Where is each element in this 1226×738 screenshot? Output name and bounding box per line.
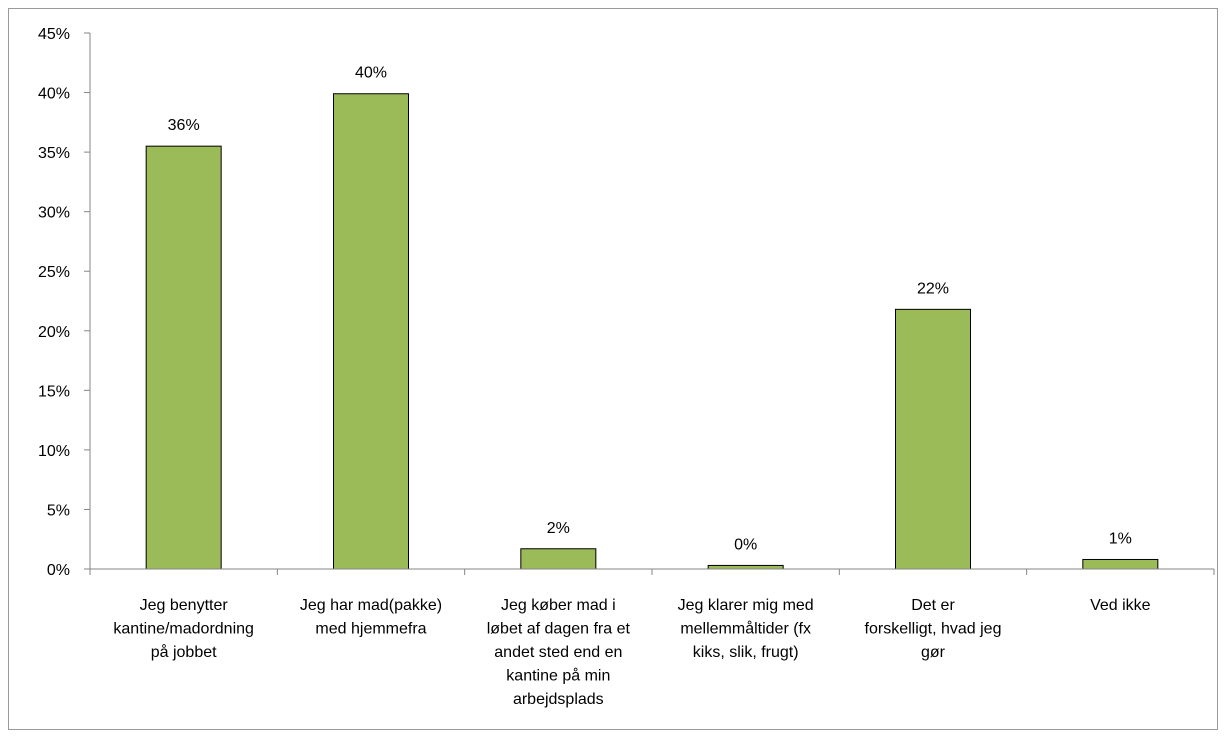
category-label-line: gør [921, 644, 946, 661]
y-tick-label: 10% [38, 443, 70, 460]
category-label-line: andet sted end en [494, 644, 622, 661]
bar [1082, 558, 1159, 570]
category-label-line: kantine på min [506, 667, 610, 685]
category-label-line: mellemmåltider (fx [680, 620, 811, 638]
bar [520, 548, 597, 570]
category-label: Ved ikke [1090, 597, 1151, 614]
category-label-line: arbejdsplads [513, 691, 604, 708]
x-axis: Jeg benytter kantine/madordning på jobbetJ… [89, 568, 1215, 708]
y-tick-label: 40% [38, 86, 70, 103]
data-label: 0% [734, 536, 757, 553]
category-label: Jeg benytter kantine/madordning på jobbet [113, 597, 254, 661]
y-tick-label: 45% [38, 26, 70, 43]
category-label-line: Ved ikke [1090, 597, 1151, 614]
bar [707, 564, 784, 570]
y-tick-label: 15% [38, 383, 70, 400]
category-label: Jeg køber mad i løbet af dagen fra et ande… [487, 597, 631, 708]
y-tick-label: 0% [47, 562, 70, 579]
data-label: 36% [168, 117, 200, 134]
bars [145, 93, 1159, 570]
y-tick-label: 25% [38, 264, 70, 281]
category-label-line: kantine/madordning [113, 621, 254, 638]
data-label: 2% [547, 520, 570, 537]
bar [333, 93, 409, 570]
bar [145, 145, 222, 570]
category-label-line: Jeg køber mad i [501, 597, 616, 614]
y-tick-label: 35% [38, 145, 70, 162]
data-label: 1% [1109, 530, 1132, 547]
category-label-line: på jobbet [151, 643, 217, 661]
y-axis: 0% 5% 10% 15% 20% 25% 30% 35% 40% 45% [38, 26, 91, 579]
category-label-line: Jeg benytter [140, 597, 229, 614]
category-label: Jeg klarer mig med mellemmåltider (fx kiks… [678, 597, 814, 661]
data-labels: 36% 40% 2% 0% 22% 1% [168, 65, 1132, 554]
category-label: Det er forskelligt, hvad jeg gør [865, 597, 1002, 661]
category-label-line: med hjemmefra [315, 621, 426, 638]
category-label-line: forskelligt, hvad jeg [865, 621, 1002, 638]
category-label-line: kiks, slik, frugt) [693, 644, 799, 661]
category-label-line: løbet af dagen fra et [487, 621, 631, 638]
category-label: Jeg har mad(pakke) med hjemmefra [300, 597, 442, 638]
y-tick-label: 20% [38, 324, 70, 341]
y-tick-label: 30% [38, 205, 70, 222]
category-label-line: Det er [911, 597, 955, 614]
data-label: 40% [355, 65, 387, 82]
category-label-line: Jeg klarer mig med [678, 597, 814, 614]
bar [895, 308, 971, 570]
data-label: 22% [917, 280, 949, 297]
y-tick-label: 5% [47, 502, 70, 519]
category-label-line: Jeg har mad(pakke) [300, 597, 442, 614]
